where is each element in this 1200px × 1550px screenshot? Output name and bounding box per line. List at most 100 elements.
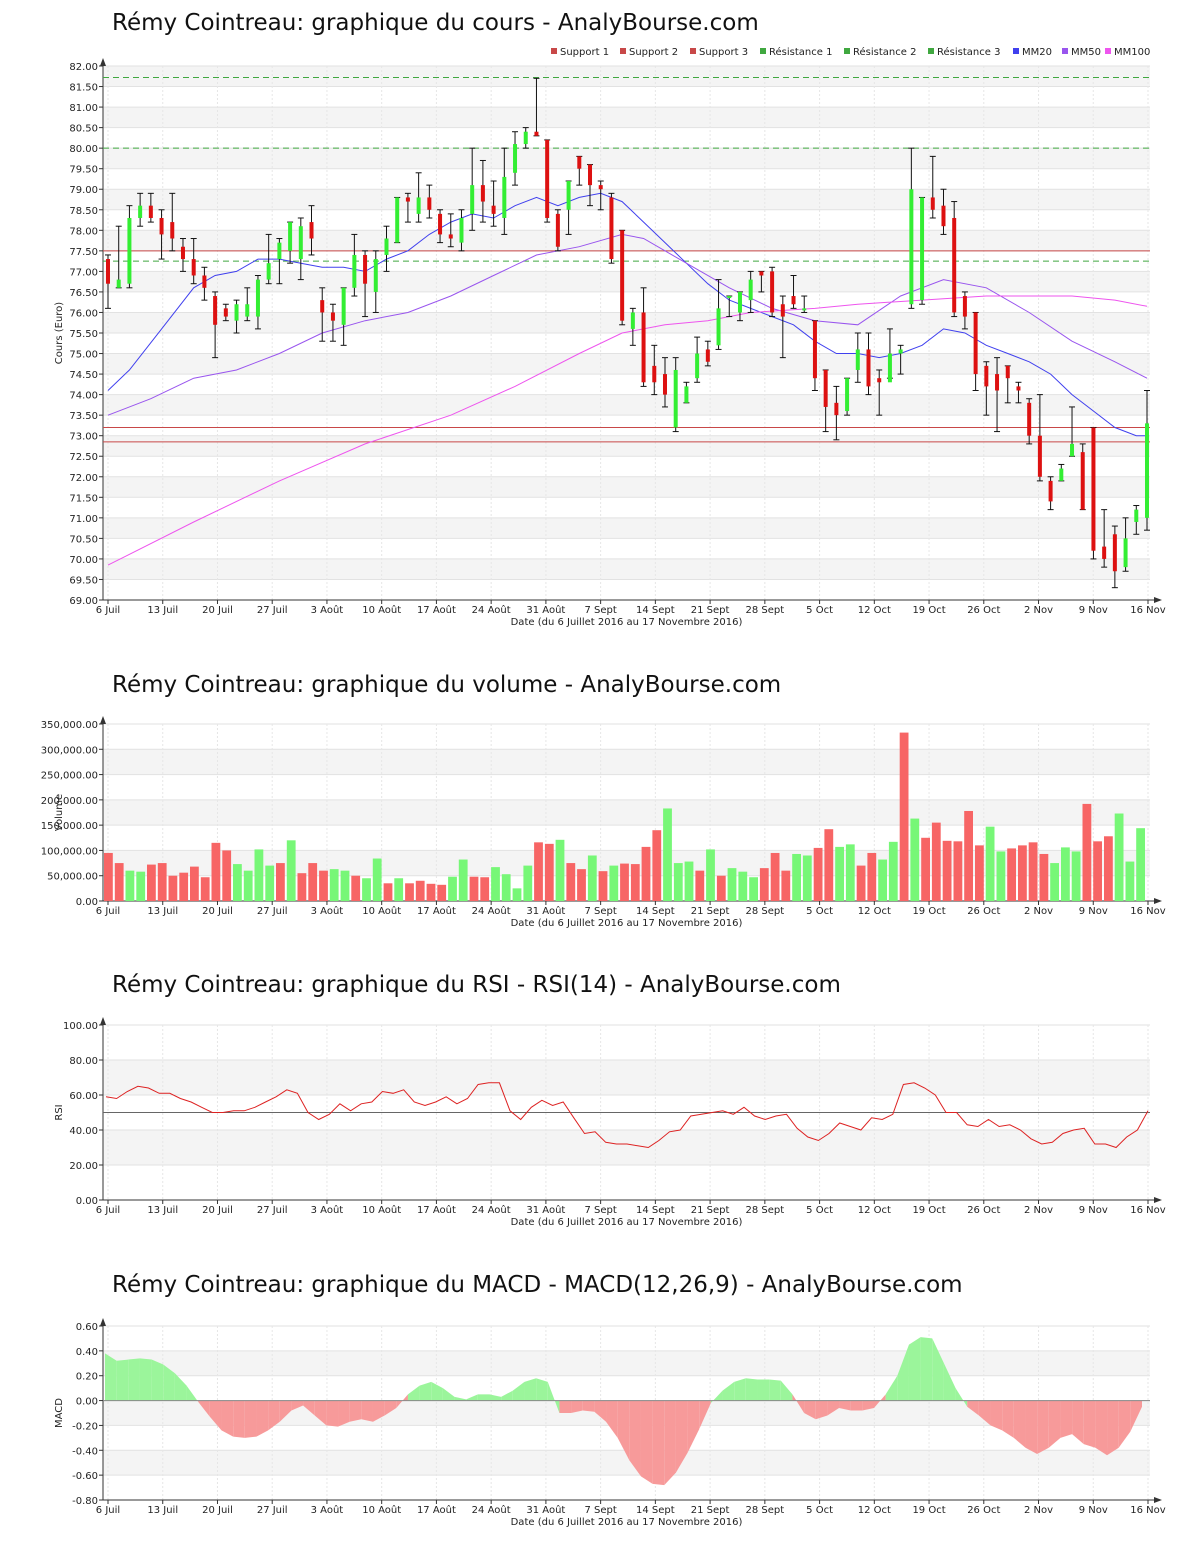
macd-area-segment xyxy=(955,1388,968,1407)
x-tick-label: 9 Nov xyxy=(1079,1205,1108,1216)
y-axis-title: RSI xyxy=(54,1104,65,1120)
price-chart: 69.00 69.50 70.00 70.50 71.00 71.50 72.00 72.50… xyxy=(54,46,1166,628)
x-tick-label: 5 Oct xyxy=(806,906,833,917)
macd-area-segment xyxy=(571,1400,583,1413)
candle-body xyxy=(791,296,796,305)
volume-bar xyxy=(878,859,887,901)
candle xyxy=(1004,365,1011,404)
candle xyxy=(319,287,326,342)
candle-body xyxy=(652,365,657,383)
y-tick-label: 0.00 xyxy=(76,1196,98,1207)
x-tick-label: 21 Sept xyxy=(691,605,730,616)
candle xyxy=(297,217,304,281)
volume-bar xyxy=(276,863,285,901)
candle xyxy=(115,225,122,289)
volume-bar xyxy=(190,866,199,901)
x-tick-label: 17 Août xyxy=(417,604,456,616)
y-tick-label: 0.60 xyxy=(76,1322,98,1333)
candle-body xyxy=(523,131,528,145)
volume-bar xyxy=(802,855,812,901)
y-tick-label: 73.00 xyxy=(69,432,98,443)
candle xyxy=(244,287,251,322)
x-tick-label: 12 Oct xyxy=(858,605,891,616)
volume-bar xyxy=(157,863,167,901)
x-tick-label: 10 Août xyxy=(362,905,401,917)
volume-bar xyxy=(1039,853,1049,901)
grid-band xyxy=(103,189,1150,210)
candle xyxy=(1079,443,1086,511)
legend-item: MM20 xyxy=(1022,47,1052,58)
x-tick-label: 19 Oct xyxy=(912,1205,945,1216)
y-axis-title: Volume xyxy=(54,794,65,831)
candle-body xyxy=(588,164,593,186)
volume-bar xyxy=(437,884,447,901)
macd-area-segment xyxy=(279,1400,292,1422)
volume-bar xyxy=(265,865,275,901)
candle-body xyxy=(1134,509,1139,522)
candle xyxy=(897,344,904,375)
y-tick-label: 70.50 xyxy=(69,534,98,545)
volume-bar xyxy=(200,877,210,901)
y-tick-label: 75.00 xyxy=(69,350,98,361)
candle-body xyxy=(1037,435,1042,477)
macd-area-segment xyxy=(256,1400,269,1437)
candle xyxy=(126,205,133,289)
candle xyxy=(383,225,390,272)
candle xyxy=(929,155,936,219)
candle-body xyxy=(1080,452,1085,510)
candle xyxy=(1069,406,1076,457)
candle xyxy=(372,250,379,313)
y-tick-label: -0.40 xyxy=(72,1446,98,1457)
candle-body xyxy=(716,308,721,346)
candle-body xyxy=(277,242,282,260)
y-tick-label: 78.50 xyxy=(69,206,98,217)
x-tick-label: 14 Sept xyxy=(636,1205,675,1216)
macd-area-segment xyxy=(501,1390,513,1401)
x-tick-label: 6 Juil xyxy=(96,906,120,917)
volume-bar xyxy=(1093,841,1102,901)
candle-body xyxy=(127,217,132,284)
macd-area-segment xyxy=(967,1400,979,1416)
candle-body xyxy=(384,238,389,255)
x-tick-label: 3 Août xyxy=(311,905,344,917)
candle-body xyxy=(759,271,764,276)
x-tick-label: 31 Août xyxy=(526,604,565,616)
volume-bar xyxy=(706,849,715,901)
macd-area-segment xyxy=(1095,1400,1108,1456)
candle-body xyxy=(341,287,346,325)
candle xyxy=(736,291,743,322)
candle xyxy=(233,299,240,334)
x-tick-label: 16 Nov xyxy=(1130,605,1166,616)
x-tick-label: 5 Oct xyxy=(806,1205,833,1216)
volume-bar xyxy=(824,829,834,901)
volume-bar xyxy=(695,870,705,901)
candle xyxy=(886,328,893,383)
y-tick-label: 100,000.00 xyxy=(41,846,98,857)
macd-chart-title: Rémy Cointreau: graphique du MACD - MACD… xyxy=(112,1272,963,1298)
macd-area-segment xyxy=(221,1400,234,1437)
candle xyxy=(779,295,786,359)
y-tick-label: 69.00 xyxy=(69,596,98,607)
candle-body xyxy=(845,378,850,412)
candle-body xyxy=(459,217,464,243)
macd-area-segment xyxy=(559,1400,572,1413)
macd-area-segment xyxy=(1013,1400,1026,1448)
candle-body xyxy=(566,181,571,210)
candle-body xyxy=(1091,427,1096,551)
macd-area-segment xyxy=(1130,1400,1142,1432)
candle-body xyxy=(245,304,250,317)
candle-body xyxy=(641,312,646,383)
macd-area-segment xyxy=(407,1385,420,1401)
volume-bar xyxy=(1007,848,1016,901)
grid-band xyxy=(103,1060,1150,1095)
candle-body xyxy=(405,197,410,202)
macd-area-segment xyxy=(524,1378,537,1401)
volume-bar xyxy=(297,873,307,901)
x-tick-label: 2 Nov xyxy=(1024,906,1053,917)
volume-bar xyxy=(856,865,866,901)
macd-area-segment xyxy=(629,1400,641,1477)
candle xyxy=(811,320,818,392)
candle-body xyxy=(416,197,421,214)
macd-area-segment xyxy=(512,1381,525,1401)
candle xyxy=(661,357,668,408)
